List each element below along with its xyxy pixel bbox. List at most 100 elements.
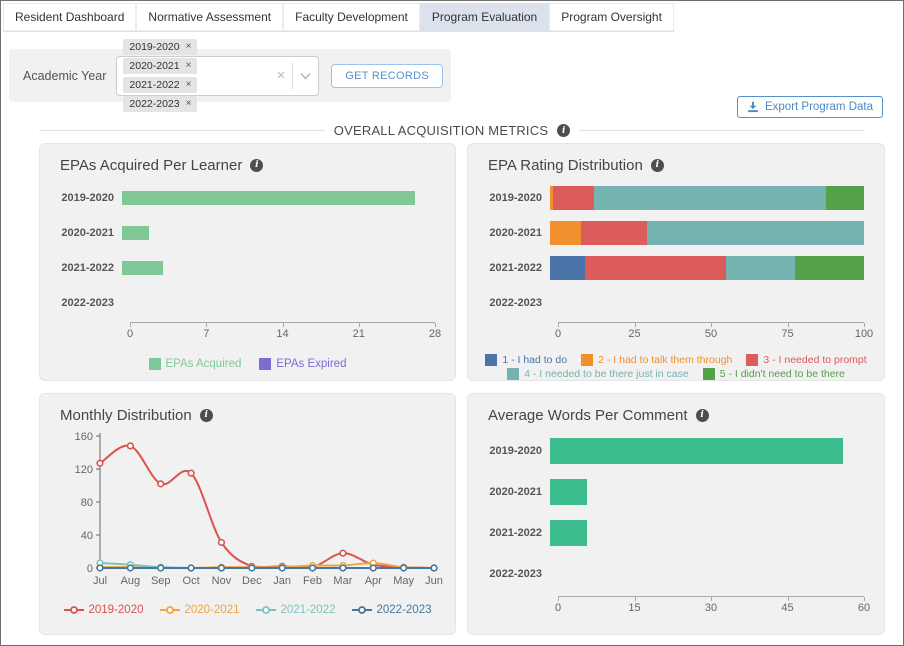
bar-segment-average-words-per-comment[interactable] xyxy=(550,437,844,464)
legend-line-marker xyxy=(63,606,84,614)
panel-epa-rating-distribution: EPA Rating Distribution i 2019-2020 2020-20… xyxy=(467,143,885,381)
remove-tag-icon[interactable]: × xyxy=(185,41,192,52)
tab-program-evaluation[interactable]: Program Evaluation xyxy=(419,3,550,31)
data-point-2022-2023-mar[interactable] xyxy=(339,564,347,572)
axis-tick-label: 100 xyxy=(854,328,874,340)
section-header: OVERALL ACQUISITION METRICS i xyxy=(39,123,865,138)
bar-segment-3-i-needed-to-prompt[interactable] xyxy=(584,255,726,280)
data-point-2019-2020-oct[interactable] xyxy=(187,469,195,477)
x-tick-label: Dec xyxy=(242,575,262,587)
tab-normative-assessment[interactable]: Normative Assessment xyxy=(136,3,284,31)
academic-year-multiselect[interactable]: 2019-2020 × 2020-2021 × 2021-2022 × 2022-2023 ×… xyxy=(116,39,320,112)
remove-tag-icon[interactable]: × xyxy=(185,79,192,90)
tab-faculty-development[interactable]: Faculty Development xyxy=(283,3,420,31)
y-tick-label: 120 xyxy=(75,464,93,476)
bar-segment-epas-acquired[interactable] xyxy=(122,260,164,275)
bar-segment-2-i-had-to-talk-them-through[interactable] xyxy=(550,185,554,210)
chart-row-2021-2022: 2021-2022 xyxy=(488,512,864,553)
data-point-2022-2023-jul[interactable] xyxy=(96,564,104,572)
data-point-2022-2023-oct[interactable] xyxy=(187,564,195,572)
chart-row-2022-2023: 2022-2023 xyxy=(60,285,435,320)
legend-item-1-i-had-to-do[interactable]: 1 - I had to do xyxy=(485,354,567,366)
legend-item-5-i-didn-t-need-to-be-there[interactable]: 5 - I didn't need to be there xyxy=(702,368,845,380)
axis-tick-label: 14 xyxy=(276,328,289,340)
info-icon[interactable]: i xyxy=(250,158,264,172)
axis-tick xyxy=(634,597,636,601)
tab-program-oversight[interactable]: Program Oversight xyxy=(549,3,674,31)
legend-item-epas-expired[interactable]: EPAs Expired xyxy=(259,358,346,370)
bar-track xyxy=(122,296,435,310)
bar-segment-4-i-needed-to-be-there-just-in-case[interactable] xyxy=(593,185,827,210)
data-point-2019-2020-sep[interactable] xyxy=(157,480,165,488)
chevron-down-icon[interactable] xyxy=(293,72,314,80)
info-icon[interactable]: i xyxy=(650,158,664,172)
legend-item-4-i-needed-to-be-there-just-in-case[interactable]: 4 - I needed to be there just in case xyxy=(507,368,689,380)
export-program-data-button[interactable]: Export Program Data xyxy=(736,96,883,118)
data-point-2022-2023-feb[interactable] xyxy=(308,564,317,572)
get-records-button[interactable]: GET RECORDS xyxy=(331,63,443,88)
bar-chart-epas-per-learner: 2019-2020 2020-2021 2021-2022 2022-2023 xyxy=(60,180,435,320)
axis-tick xyxy=(435,323,436,327)
axis-tick xyxy=(864,323,865,327)
axis-tick-label: 28 xyxy=(428,328,442,340)
axis-tick-label: 0 xyxy=(126,328,134,340)
bar-segment-2-i-had-to-talk-them-through[interactable] xyxy=(550,220,582,245)
legend-label: 1 - I had to do xyxy=(502,354,568,366)
remove-tag-icon[interactable]: × xyxy=(185,98,192,109)
tab-resident-dashboard[interactable]: Resident Dashboard xyxy=(3,3,137,31)
year-tag-2020-2021: 2020-2021 × xyxy=(123,58,198,74)
remove-tag-icon[interactable]: × xyxy=(185,60,192,71)
chart-row-2019-2020: 2019-2020 xyxy=(488,430,864,471)
legend-item-2020-2021[interactable]: 2020-2021 xyxy=(159,604,240,616)
category-label: 2021-2022 xyxy=(489,261,542,274)
info-icon[interactable]: i xyxy=(199,408,213,422)
bar-segment-epas-acquired[interactable] xyxy=(122,190,415,205)
y-tick-label: 40 xyxy=(81,530,93,542)
academic-year-label: Academic Year xyxy=(23,68,107,83)
legend-label: 4 - I needed to be there just in case xyxy=(524,368,689,380)
legend-item-3-i-needed-to-prompt[interactable]: 3 - I needed to prompt xyxy=(746,354,867,366)
axis-tick-label: 75 xyxy=(781,328,794,340)
bar-segment-4-i-needed-to-be-there-just-in-case[interactable] xyxy=(647,220,864,245)
data-point-2022-2023-may[interactable] xyxy=(400,564,408,572)
data-point-2022-2023-jan[interactable] xyxy=(278,564,286,572)
bar-segment-1-i-had-to-do[interactable] xyxy=(550,255,585,280)
data-point-2019-2020-nov[interactable] xyxy=(217,538,226,547)
data-point-2019-2020-mar[interactable] xyxy=(339,549,347,557)
chart-row-2021-2022: 2021-2022 xyxy=(60,250,435,285)
bar-segment-average-words-per-comment[interactable] xyxy=(550,478,587,505)
legend-item-2022-2023[interactable]: 2022-2023 xyxy=(351,604,432,616)
data-point-2022-2023-apr[interactable] xyxy=(369,564,377,572)
legend-item-2019-2020[interactable]: 2019-2020 xyxy=(63,604,144,616)
data-point-2022-2023-jun[interactable] xyxy=(430,564,438,572)
bar-segment-3-i-needed-to-prompt[interactable] xyxy=(581,220,648,245)
data-point-2022-2023-nov[interactable] xyxy=(217,564,226,572)
data-point-2022-2023-sep[interactable] xyxy=(157,564,165,572)
x-tick-label: Oct xyxy=(183,575,200,587)
bar-segment-5-i-didn-t-need-to-be-there[interactable] xyxy=(826,185,864,210)
data-point-2022-2023-aug[interactable] xyxy=(126,564,134,572)
data-point-2019-2020-aug[interactable] xyxy=(126,442,134,450)
bar-segment-4-i-needed-to-be-there-just-in-case[interactable] xyxy=(725,255,795,280)
bar-segment-average-words-per-comment[interactable] xyxy=(550,519,587,546)
legend-item-epas-acquired[interactable]: EPAs Acquired xyxy=(148,358,241,370)
clear-selection-icon[interactable]: × xyxy=(276,67,286,84)
axis-tick xyxy=(711,323,712,327)
bar-segment-epas-acquired[interactable] xyxy=(122,225,149,240)
chart-title-row: Monthly Distribution i xyxy=(60,404,435,426)
legend-line-marker xyxy=(159,606,180,614)
line-series-2019-2020 xyxy=(99,444,435,569)
x-tick-label: May xyxy=(393,575,414,587)
data-point-2022-2023-dec[interactable] xyxy=(248,564,256,572)
year-tag-label: 2022-2023 xyxy=(129,98,180,110)
info-icon[interactable]: i xyxy=(695,408,709,422)
info-icon[interactable]: i xyxy=(557,124,571,137)
data-point-2019-2020-jul[interactable] xyxy=(96,459,104,467)
axis-tick-label: 15 xyxy=(628,602,641,614)
legend-item-2021-2022[interactable]: 2021-2022 xyxy=(255,604,336,616)
legend-item-2-i-had-to-talk-them-through[interactable]: 2 - I had to talk them through xyxy=(581,354,732,366)
bar-segment-5-i-didn-t-need-to-be-there[interactable] xyxy=(794,255,864,280)
monthly-line-chart[interactable]: 0 40 80 120 160 Jul Aug Sep Oct Nov Dec Jan Feb Mar Ap… xyxy=(60,428,443,600)
bar-segment-3-i-needed-to-prompt[interactable] xyxy=(553,185,594,210)
category-label: 2021-2022 xyxy=(61,261,114,274)
